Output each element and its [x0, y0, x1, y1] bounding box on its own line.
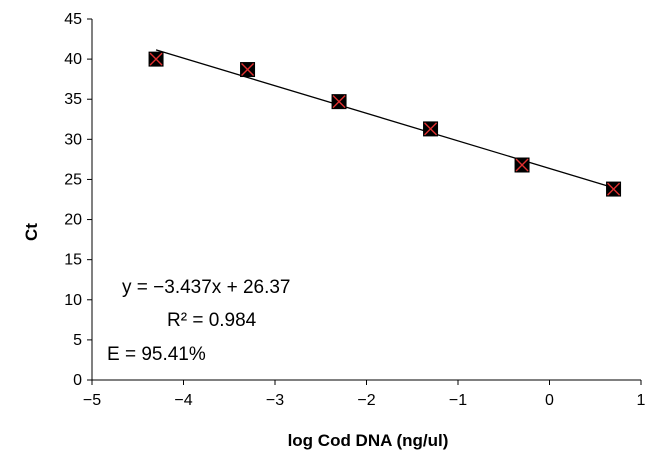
data-point-cross: [515, 158, 529, 172]
x-tick-label: −4: [174, 392, 192, 409]
y-tick-label: 30: [64, 131, 82, 148]
trendline-line: [155, 49, 614, 189]
y-tick-label: 0: [73, 372, 82, 389]
data-point: [606, 181, 622, 197]
y-tick-label: 45: [64, 11, 82, 28]
data-point-cross: [607, 182, 621, 196]
x-tick-label: −1: [449, 392, 467, 409]
efficiency-label: E = 95.41%: [107, 344, 206, 365]
data-point-cross: [241, 63, 255, 77]
y-axis-title: Ct: [22, 223, 41, 241]
y-tick-label: 15: [64, 252, 82, 269]
data-point-cross: [424, 122, 438, 136]
y-tick-label: 35: [64, 91, 82, 108]
x-tick-label: −2: [357, 392, 375, 409]
x-tick-label: 0: [545, 392, 554, 409]
x-tick-label: −3: [266, 392, 284, 409]
equation-label: y = −3.437x + 26.37: [122, 277, 291, 298]
data-point: [423, 121, 439, 137]
data-point: [331, 94, 347, 110]
y-tick-label: 5: [73, 332, 82, 349]
ticks: 0 5 10 15 20 25 30 35 40 45 −5 −4 −3 −2 −1 0 1: [64, 11, 645, 409]
y-tick-label: 20: [64, 212, 82, 229]
y-tick-label: 25: [64, 171, 82, 188]
r-squared-label: R² = 0.984: [167, 310, 257, 331]
data-point-cross: [332, 95, 346, 109]
x-axis-title: log Cod DNA (ng/ul): [288, 431, 449, 450]
x-tick-label: −5: [83, 392, 101, 409]
data-points: [148, 51, 622, 197]
data-point-cross: [149, 52, 163, 66]
data-point: [240, 62, 256, 78]
trendline: [155, 49, 614, 189]
x-tick-label: 1: [637, 392, 646, 409]
data-point: [148, 51, 164, 67]
y-tick-label: 40: [64, 51, 82, 68]
y-tick-label: 10: [64, 292, 82, 309]
data-point: [514, 157, 530, 173]
